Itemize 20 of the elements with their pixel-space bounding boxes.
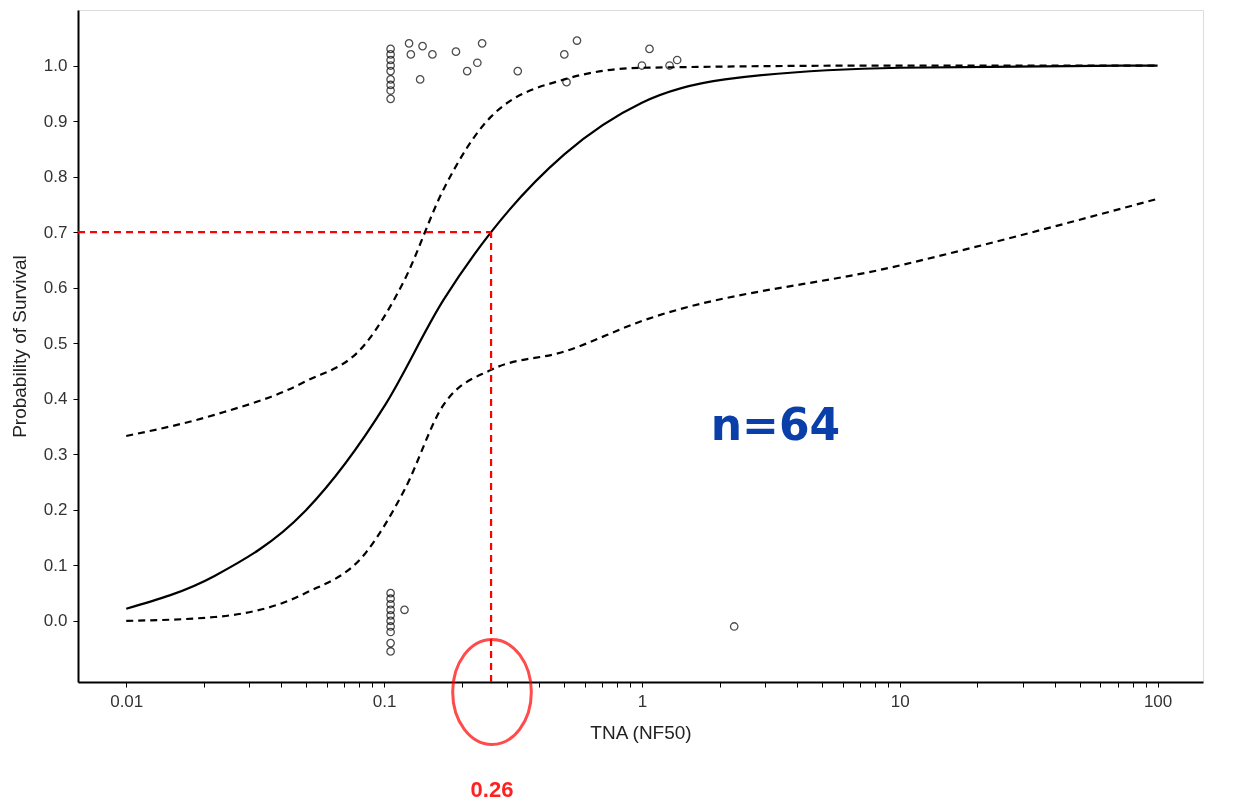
- text: 0.26: [470, 777, 514, 802]
- y-tick-label: 0.4: [43, 389, 68, 409]
- x-tick-label: 0.01: [110, 691, 144, 711]
- y-tick-label: 0.1: [43, 555, 68, 575]
- x-tick-label: 10: [890, 691, 910, 711]
- y-tick-label: 0.6: [43, 278, 68, 298]
- y-tick-label: 0.5: [43, 333, 68, 353]
- x-axis-title: TNA (NF50): [590, 721, 692, 743]
- y-tick-label: 0.9: [43, 111, 68, 131]
- y-tick-label: 1.0: [43, 56, 68, 76]
- x-tick-label: 0.1: [372, 691, 397, 711]
- y-tick-label: 0.3: [43, 444, 68, 464]
- x-tick-label: 1: [637, 691, 648, 711]
- y-axis-title: Probability of Survival: [8, 255, 30, 438]
- y-tick-label: 0.7: [43, 222, 68, 242]
- y-tick-label: 0.0: [43, 611, 68, 631]
- y-tick-label: 0.2: [43, 500, 68, 520]
- annotation: n=64: [710, 398, 841, 450]
- y-tick-label: 0.8: [43, 167, 68, 187]
- x-tick-label: 100: [1143, 691, 1173, 711]
